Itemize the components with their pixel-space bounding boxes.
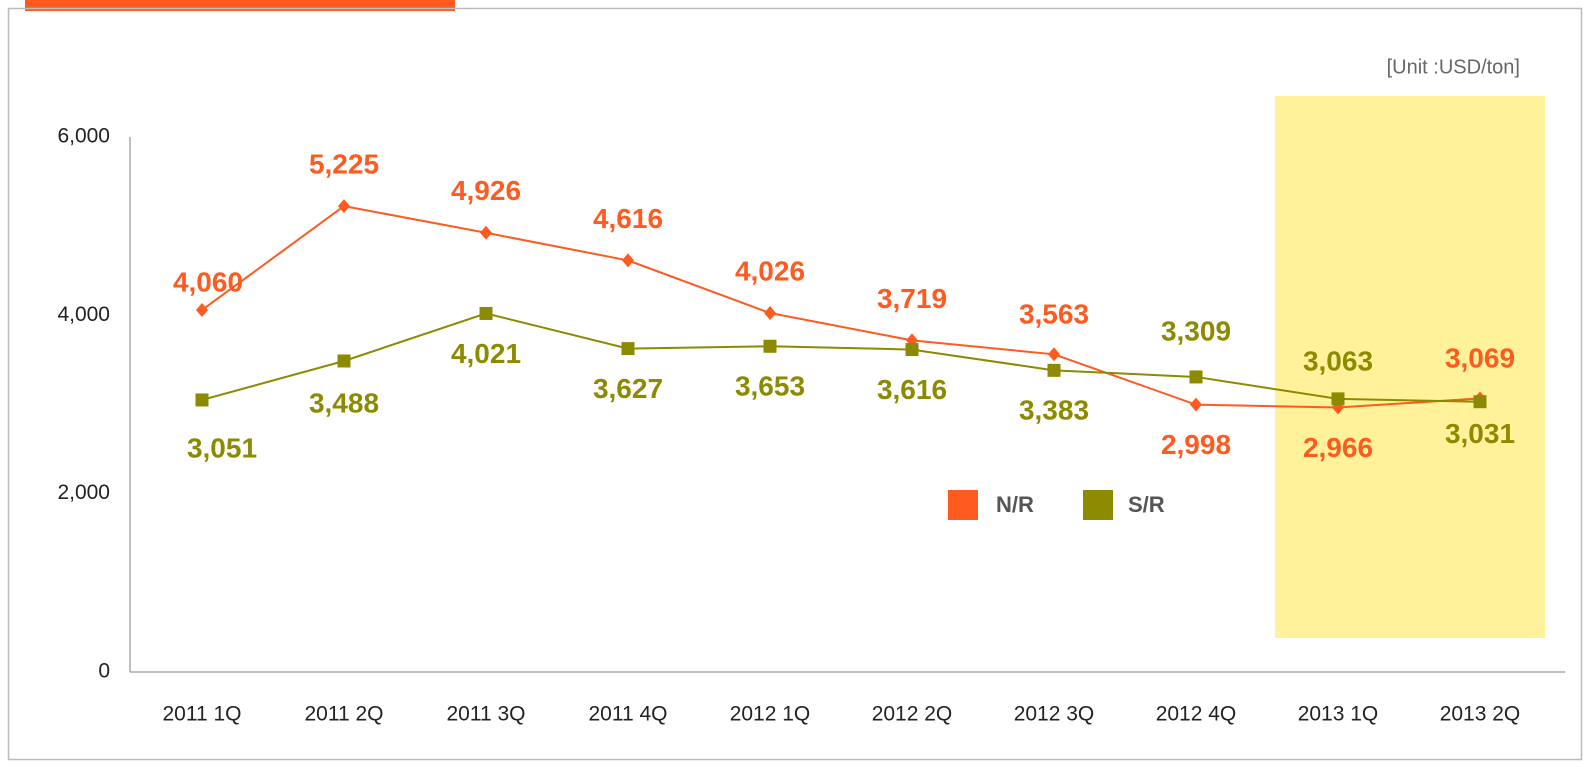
x-tick-label: 2013 1Q <box>1298 703 1379 726</box>
data-label: 3,383 <box>1019 395 1089 426</box>
marker <box>1048 347 1060 362</box>
data-label: 3,719 <box>877 283 947 314</box>
y-tick-label: 2,000 <box>57 481 110 504</box>
x-tick-label: 2013 2Q <box>1440 703 1521 726</box>
legend-swatch <box>1083 490 1113 520</box>
data-label: 3,616 <box>877 374 947 405</box>
x-tick-label: 2012 2Q <box>872 703 953 726</box>
marker <box>479 306 493 320</box>
series-line <box>201 205 1481 409</box>
data-label: 4,926 <box>451 175 521 206</box>
marker <box>338 199 350 214</box>
legend-label: S/R <box>1128 492 1165 517</box>
data-label: 3,031 <box>1445 418 1515 449</box>
series-line <box>201 312 1481 403</box>
y-tick-label: 6,000 <box>57 125 110 148</box>
unit-label: [Unit :USD/ton] <box>1387 56 1520 78</box>
data-label: 2,998 <box>1161 429 1231 460</box>
data-label: 3,309 <box>1161 315 1231 346</box>
x-tick-label: 2012 4Q <box>1156 703 1237 726</box>
data-label: 2,966 <box>1303 432 1373 463</box>
header-bar <box>25 0 455 11</box>
marker <box>1190 397 1202 412</box>
legend-swatch <box>948 490 978 520</box>
marker <box>1189 370 1203 384</box>
y-tick-label: 0 <box>98 660 110 683</box>
marker <box>905 343 919 357</box>
marker <box>196 302 208 317</box>
legend-label: N/R <box>996 492 1034 517</box>
data-label: 3,051 <box>187 432 257 463</box>
x-tick-label: 2011 2Q <box>304 703 383 726</box>
x-tick-label: 2012 1Q <box>730 703 811 726</box>
marker <box>621 342 635 356</box>
data-label: 3,488 <box>309 387 379 418</box>
data-label: 3,653 <box>735 371 805 402</box>
y-tick-label: 4,000 <box>57 303 110 326</box>
data-label: 4,616 <box>593 203 663 234</box>
data-label: 5,225 <box>309 148 379 179</box>
marker <box>1473 395 1487 409</box>
data-label: 4,026 <box>735 255 805 286</box>
x-tick-label: 2011 1Q <box>162 703 241 726</box>
data-label: 4,021 <box>451 338 521 369</box>
marker <box>1331 392 1345 406</box>
data-label: 3,063 <box>1303 345 1373 376</box>
x-tick-label: 2012 3Q <box>1014 703 1095 726</box>
marker <box>195 393 209 407</box>
marker <box>1047 363 1061 377</box>
marker <box>764 306 776 321</box>
marker <box>763 339 777 353</box>
x-tick-label: 2011 4Q <box>588 703 667 726</box>
data-label: 4,060 <box>173 266 243 297</box>
data-label: 3,627 <box>593 373 663 404</box>
marker <box>480 225 492 240</box>
highlight <box>1275 96 1545 638</box>
frame <box>7 7 1583 761</box>
marker <box>622 253 634 268</box>
data-label: 3,069 <box>1445 343 1515 374</box>
data-label: 3,563 <box>1019 299 1089 330</box>
marker <box>337 354 351 368</box>
x-tick-label: 2011 3Q <box>446 703 525 726</box>
